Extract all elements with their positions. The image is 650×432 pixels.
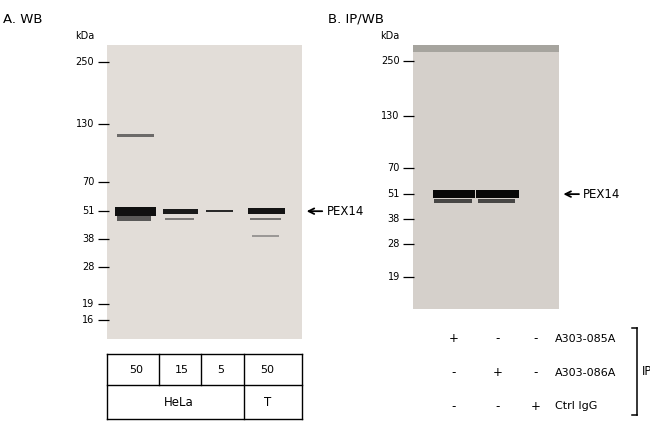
Text: +: + (530, 400, 541, 413)
Bar (478, 199, 515, 203)
Text: 51: 51 (82, 206, 94, 216)
Text: 28: 28 (82, 262, 94, 272)
Text: 38: 38 (387, 214, 400, 224)
Bar (434, 199, 472, 203)
Bar (248, 208, 285, 214)
Text: 70: 70 (387, 162, 400, 172)
Text: 130: 130 (76, 119, 94, 129)
Text: IP: IP (642, 365, 650, 378)
Text: 38: 38 (82, 234, 94, 244)
Text: -: - (495, 332, 500, 345)
Text: +: + (493, 366, 502, 379)
Text: 50: 50 (129, 365, 144, 375)
Bar (252, 235, 280, 237)
Text: T: T (263, 396, 271, 409)
Bar (250, 218, 281, 220)
Text: 51: 51 (387, 189, 400, 199)
Bar (164, 209, 198, 213)
Text: 16: 16 (82, 314, 94, 325)
Bar (413, 45, 559, 309)
Text: 250: 250 (381, 56, 400, 66)
Text: -: - (452, 400, 456, 413)
Bar (165, 218, 194, 220)
Text: +: + (448, 332, 459, 345)
Text: B. IP/WB: B. IP/WB (328, 13, 384, 26)
Text: 28: 28 (387, 239, 400, 249)
Bar (476, 190, 519, 198)
Text: 50: 50 (260, 365, 274, 375)
Text: 15: 15 (174, 365, 188, 375)
Bar (107, 45, 302, 339)
Text: PEX14: PEX14 (584, 187, 621, 200)
Text: 5: 5 (217, 365, 224, 375)
Text: 19: 19 (387, 272, 400, 282)
Bar (205, 210, 233, 213)
Bar (117, 216, 151, 222)
Bar (433, 190, 474, 198)
Bar (117, 133, 155, 137)
Text: -: - (452, 366, 456, 379)
Text: PEX14: PEX14 (327, 205, 364, 218)
Text: kDa: kDa (380, 31, 400, 41)
Text: 250: 250 (75, 57, 94, 67)
Text: -: - (534, 332, 538, 345)
Bar (116, 207, 156, 216)
Text: HeLa: HeLa (164, 396, 193, 409)
Text: A. WB: A. WB (3, 13, 43, 26)
Text: 19: 19 (82, 299, 94, 308)
Bar (413, 45, 559, 52)
Text: 70: 70 (82, 177, 94, 187)
Text: kDa: kDa (75, 31, 94, 41)
Text: A303-085A: A303-085A (555, 334, 616, 344)
Text: 130: 130 (382, 111, 400, 121)
Text: -: - (534, 366, 538, 379)
Text: Ctrl IgG: Ctrl IgG (555, 401, 597, 411)
Text: -: - (495, 400, 500, 413)
Text: A303-086A: A303-086A (555, 368, 616, 378)
